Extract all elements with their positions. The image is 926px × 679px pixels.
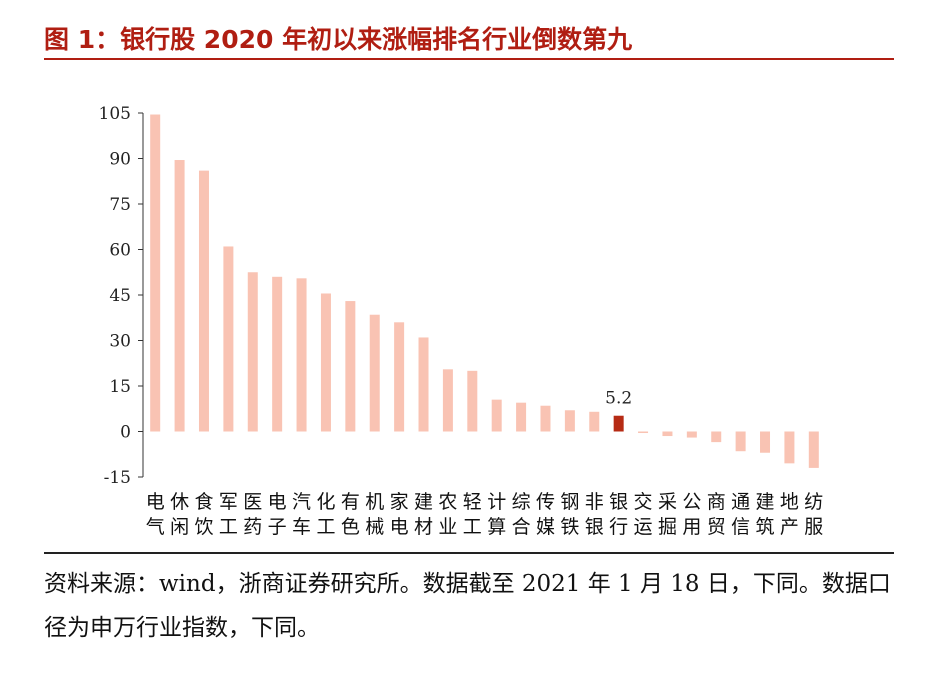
category-label-医药: 医药	[243, 491, 262, 538]
bar-公用	[686, 431, 697, 438]
title-bar: 图 1：银行股 2020 年初以来涨幅排名行业倒数第九	[44, 14, 894, 60]
y-tick-label: 75	[109, 195, 131, 215]
bar-电气	[150, 114, 161, 432]
category-label-银行: 银行	[609, 491, 628, 538]
bar-纺服	[808, 431, 819, 468]
category-label-计算: 计算	[487, 491, 506, 538]
bar-钢铁	[564, 410, 575, 432]
bar-化工	[320, 293, 331, 432]
y-tick-label: 0	[120, 423, 131, 443]
category-label-食饮: 食饮	[194, 491, 213, 538]
bar-交运	[638, 431, 649, 434]
bar-有色	[345, 301, 356, 432]
category-label-传媒: 传媒	[536, 491, 555, 538]
figure-title: 图 1：银行股 2020 年初以来涨幅排名行业倒数第九	[44, 25, 633, 54]
category-label-有色: 有色	[341, 491, 360, 538]
y-tick-label: 60	[109, 241, 131, 261]
bar-家电	[394, 322, 405, 432]
category-label-电子: 电子	[268, 491, 287, 538]
category-label-综合: 综合	[512, 491, 531, 538]
bar-商贸	[711, 431, 722, 443]
bar-汽车	[296, 278, 307, 432]
category-label-通信: 通信	[731, 491, 750, 538]
source-note: 资料来源：wind，浙商证券研究所。数据截至 2021 年 1 月 18 日，下…	[44, 571, 891, 641]
category-label-休闲: 休闲	[170, 491, 189, 538]
category-label-交运: 交运	[634, 491, 653, 538]
category-label-农业: 农业	[438, 491, 457, 538]
data-label: 5.2	[605, 389, 632, 409]
category-label-钢铁: 钢铁	[560, 491, 579, 538]
bar-电子	[272, 276, 283, 432]
bar-农业	[442, 369, 453, 432]
bar-通信	[735, 431, 746, 452]
category-label-化工: 化工	[316, 491, 335, 538]
bar-传媒	[540, 405, 551, 432]
category-label-军工: 军工	[219, 491, 238, 538]
bar-非银	[589, 411, 600, 432]
bar-地产	[784, 431, 795, 464]
category-label-机械: 机械	[365, 491, 384, 538]
category-label-地产: 地产	[780, 491, 799, 538]
y-tick-label: -15	[104, 468, 131, 488]
y-tick-label: 45	[109, 286, 131, 306]
category-label-纺服: 纺服	[804, 491, 823, 538]
y-tick-label: 90	[109, 150, 131, 170]
bar-综合	[516, 402, 527, 432]
bar-银行	[613, 415, 624, 432]
category-label-非银: 非银	[585, 491, 604, 538]
category-label-公用: 公用	[682, 491, 701, 538]
y-tick-label: 30	[109, 332, 131, 352]
bar-食饮	[198, 170, 209, 432]
bar-机械	[369, 314, 380, 432]
category-label-家电: 家电	[390, 491, 409, 538]
category-label-电气: 电气	[146, 491, 165, 538]
bar-军工	[223, 246, 234, 432]
category-label-汽车: 汽车	[292, 491, 311, 538]
bar-采掘	[662, 431, 673, 437]
category-label-采掘: 采掘	[658, 491, 677, 538]
category-label-轻工: 轻工	[463, 491, 482, 538]
bar-chart: 105 90 75 60 45 30 15 0 -15 5.2 电气休闲食饮军工医药电子汽车化工有色…	[99, 104, 824, 538]
category-label-建材: 建材	[414, 491, 433, 538]
bar-医药	[247, 272, 258, 432]
bar-轻工	[467, 370, 478, 432]
bar-休闲	[174, 160, 185, 432]
y-tick-label: 105	[99, 104, 131, 124]
bar-建筑	[760, 431, 771, 453]
bar-计算	[491, 399, 502, 432]
category-label-商贸: 商贸	[707, 491, 726, 538]
bar-建材	[418, 337, 429, 432]
y-tick-label: 15	[109, 377, 131, 397]
separator-line	[44, 552, 894, 554]
category-label-建筑: 建筑	[756, 491, 775, 538]
